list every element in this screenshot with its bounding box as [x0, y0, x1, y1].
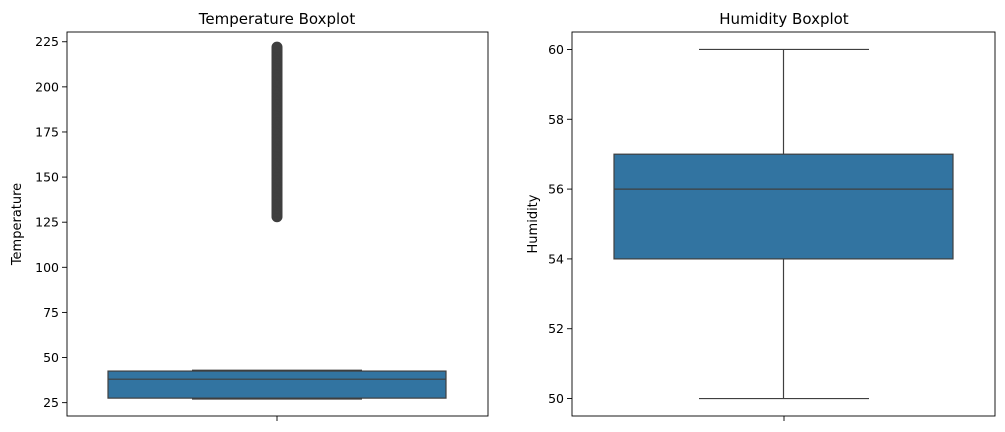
humidity-y-tick-label: 56 — [548, 182, 564, 197]
humidity-y-tick-label: 50 — [548, 391, 564, 406]
humidity-y-tick-label: 54 — [548, 251, 564, 266]
temperature-y-tick-label: 50 — [43, 350, 59, 365]
humidity-y-axis: 50 52 54 56 58 60 — [548, 42, 572, 406]
humidity-y-tick-label: 58 — [548, 112, 564, 127]
temperature-plot-marks — [107, 41, 447, 400]
humidity-y-tick-label: 60 — [548, 42, 564, 57]
temperature-y-tick-label: 175 — [35, 124, 59, 139]
temperature-y-tick-label: 125 — [35, 215, 59, 230]
temperature-y-tick-label: 150 — [35, 170, 59, 185]
temperature-y-tick-label: 25 — [43, 395, 59, 410]
temperature-plot-frame — [66, 31, 489, 417]
temperature-y-axis-label: Temperature — [10, 183, 25, 266]
humidity-boxplot-panel: Humidity Boxplot Humidity 50 52 54 56 58 60 — [526, 10, 996, 421]
temperature-y-tick-label: 225 — [35, 34, 59, 49]
humidity-plot-frame — [571, 31, 996, 417]
temperature-y-tick-label: 200 — [35, 79, 59, 94]
humidity-y-axis-label: Humidity — [526, 194, 541, 253]
humidity-chart-title: Humidity Boxplot — [719, 10, 849, 28]
temperature-chart-title: Temperature Boxplot — [198, 10, 356, 28]
temperature-boxplot-panel: Temperature Boxplot Temperature 25 50 75 10… — [10, 10, 489, 421]
temperature-y-axis: 25 50 75 100 125 150 175 200 225 — [35, 34, 67, 410]
temperature-outliers — [271, 41, 283, 223]
humidity-plot-marks — [613, 48, 954, 400]
humidity-y-tick-label: 52 — [548, 321, 564, 336]
temperature-y-tick-label: 75 — [43, 305, 59, 320]
humidity-box — [613, 153, 954, 260]
temperature-outlier-point — [271, 41, 283, 53]
temperature-box — [107, 370, 447, 399]
temperature-y-tick-label: 100 — [35, 260, 59, 275]
